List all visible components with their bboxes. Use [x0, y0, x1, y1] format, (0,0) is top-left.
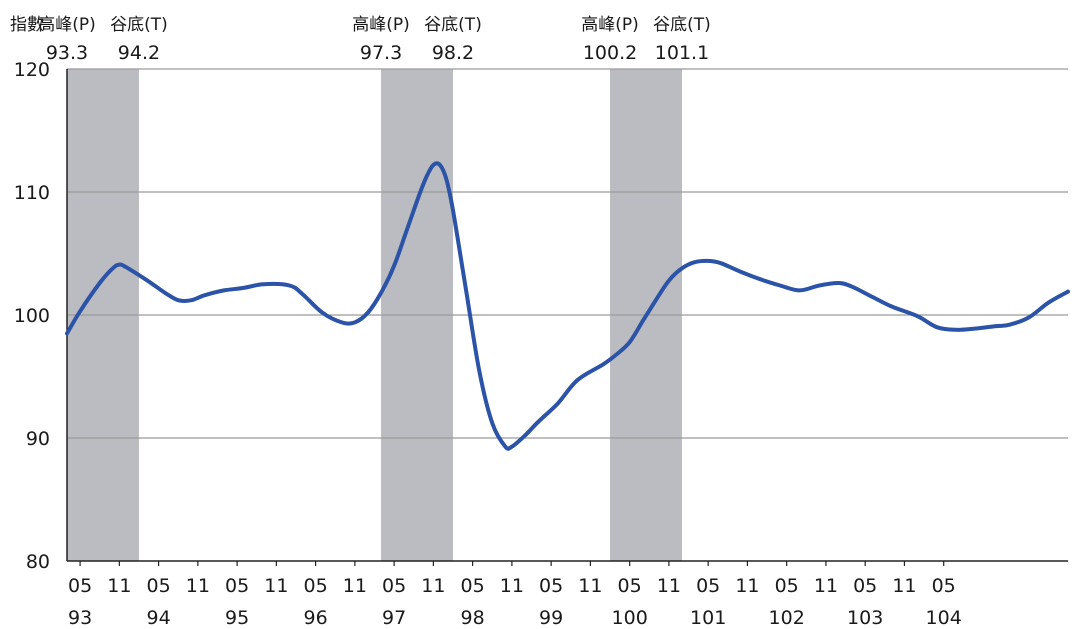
- x-month-label-14: 05: [618, 575, 642, 597]
- peak-label-2: 高峰(P): [352, 15, 410, 35]
- peak-label-3: 高峰(P): [581, 15, 639, 35]
- x-month-label-5: 11: [264, 575, 288, 597]
- x-month-label-2: 05: [147, 575, 171, 597]
- x-year-label-103: 103: [847, 607, 883, 629]
- x-month-label-20: 05: [853, 575, 877, 597]
- x-year-label-96: 96: [304, 607, 328, 629]
- y-tick-label-100: 100: [14, 305, 50, 327]
- axes: [66, 69, 1068, 566]
- x-month-label-17: 11: [735, 575, 759, 597]
- x-year-label-97: 97: [382, 607, 406, 629]
- axis-labels: 80 90 100 110 120 05 11 05 11 05 11 05 11 05 11 05 11 05 1…: [14, 59, 962, 629]
- y-tick-label-120: 120: [14, 59, 50, 81]
- x-year-label-93: 93: [68, 607, 92, 629]
- x-month-label-18: 05: [775, 575, 799, 597]
- trough-label-3: 谷底(T): [653, 15, 711, 35]
- x-month-label-10: 05: [461, 575, 485, 597]
- x-month-label-8: 05: [382, 575, 406, 597]
- x-year-label-104: 104: [926, 607, 962, 629]
- trough-date-1: 94.2: [118, 42, 160, 64]
- trough-label-1: 谷底(T): [110, 15, 168, 35]
- x-month-label-4: 05: [225, 575, 249, 597]
- peak-date-2: 97.3: [360, 42, 402, 64]
- x-year-label-98: 98: [461, 607, 485, 629]
- x-month-label-9: 11: [421, 575, 445, 597]
- x-year-label-94: 94: [147, 607, 171, 629]
- x-month-label-19: 11: [814, 575, 838, 597]
- x-month-label-3: 11: [186, 575, 210, 597]
- x-year-label-100: 100: [612, 607, 648, 629]
- x-month-label-11: 11: [500, 575, 524, 597]
- x-month-label-12: 05: [539, 575, 563, 597]
- y-tick-label-110: 110: [14, 182, 50, 204]
- y-axis-title: 指數: [10, 15, 44, 35]
- x-month-label-7: 11: [343, 575, 367, 597]
- x-month-label-15: 11: [657, 575, 681, 597]
- x-month-label-0: 05: [68, 575, 92, 597]
- cycle-annotations: 高峰(P) 谷底(T) 93.3 94.2 高峰(P) 谷底(T) 97.3 98.2 高峰(P…: [38, 15, 711, 64]
- peak-date-1: 93.3: [46, 42, 88, 64]
- x-month-label-13: 11: [578, 575, 602, 597]
- peak-date-3: 100.2: [583, 42, 637, 64]
- y-tick-label-80: 80: [26, 551, 50, 573]
- horizontal-gridlines: [67, 68, 1068, 439]
- trough-date-3: 101.1: [655, 42, 709, 64]
- x-month-label-1: 11: [107, 575, 131, 597]
- trough-date-2: 98.2: [432, 42, 474, 64]
- x-month-label-6: 05: [304, 575, 328, 597]
- y-tick-label-90: 90: [26, 428, 50, 450]
- x-month-label-16: 05: [696, 575, 720, 597]
- peak-label-1: 高峰(P): [38, 15, 96, 35]
- x-month-label-22: 05: [932, 575, 956, 597]
- x-year-label-102: 102: [769, 607, 805, 629]
- trough-label-2: 谷底(T): [424, 15, 482, 35]
- x-month-label-21: 11: [892, 575, 916, 597]
- x-year-label-99: 99: [539, 607, 563, 629]
- x-year-label-95: 95: [225, 607, 249, 629]
- x-year-label-101: 101: [690, 607, 726, 629]
- series-line: [65, 161, 1070, 451]
- series-line-group: [65, 161, 1070, 451]
